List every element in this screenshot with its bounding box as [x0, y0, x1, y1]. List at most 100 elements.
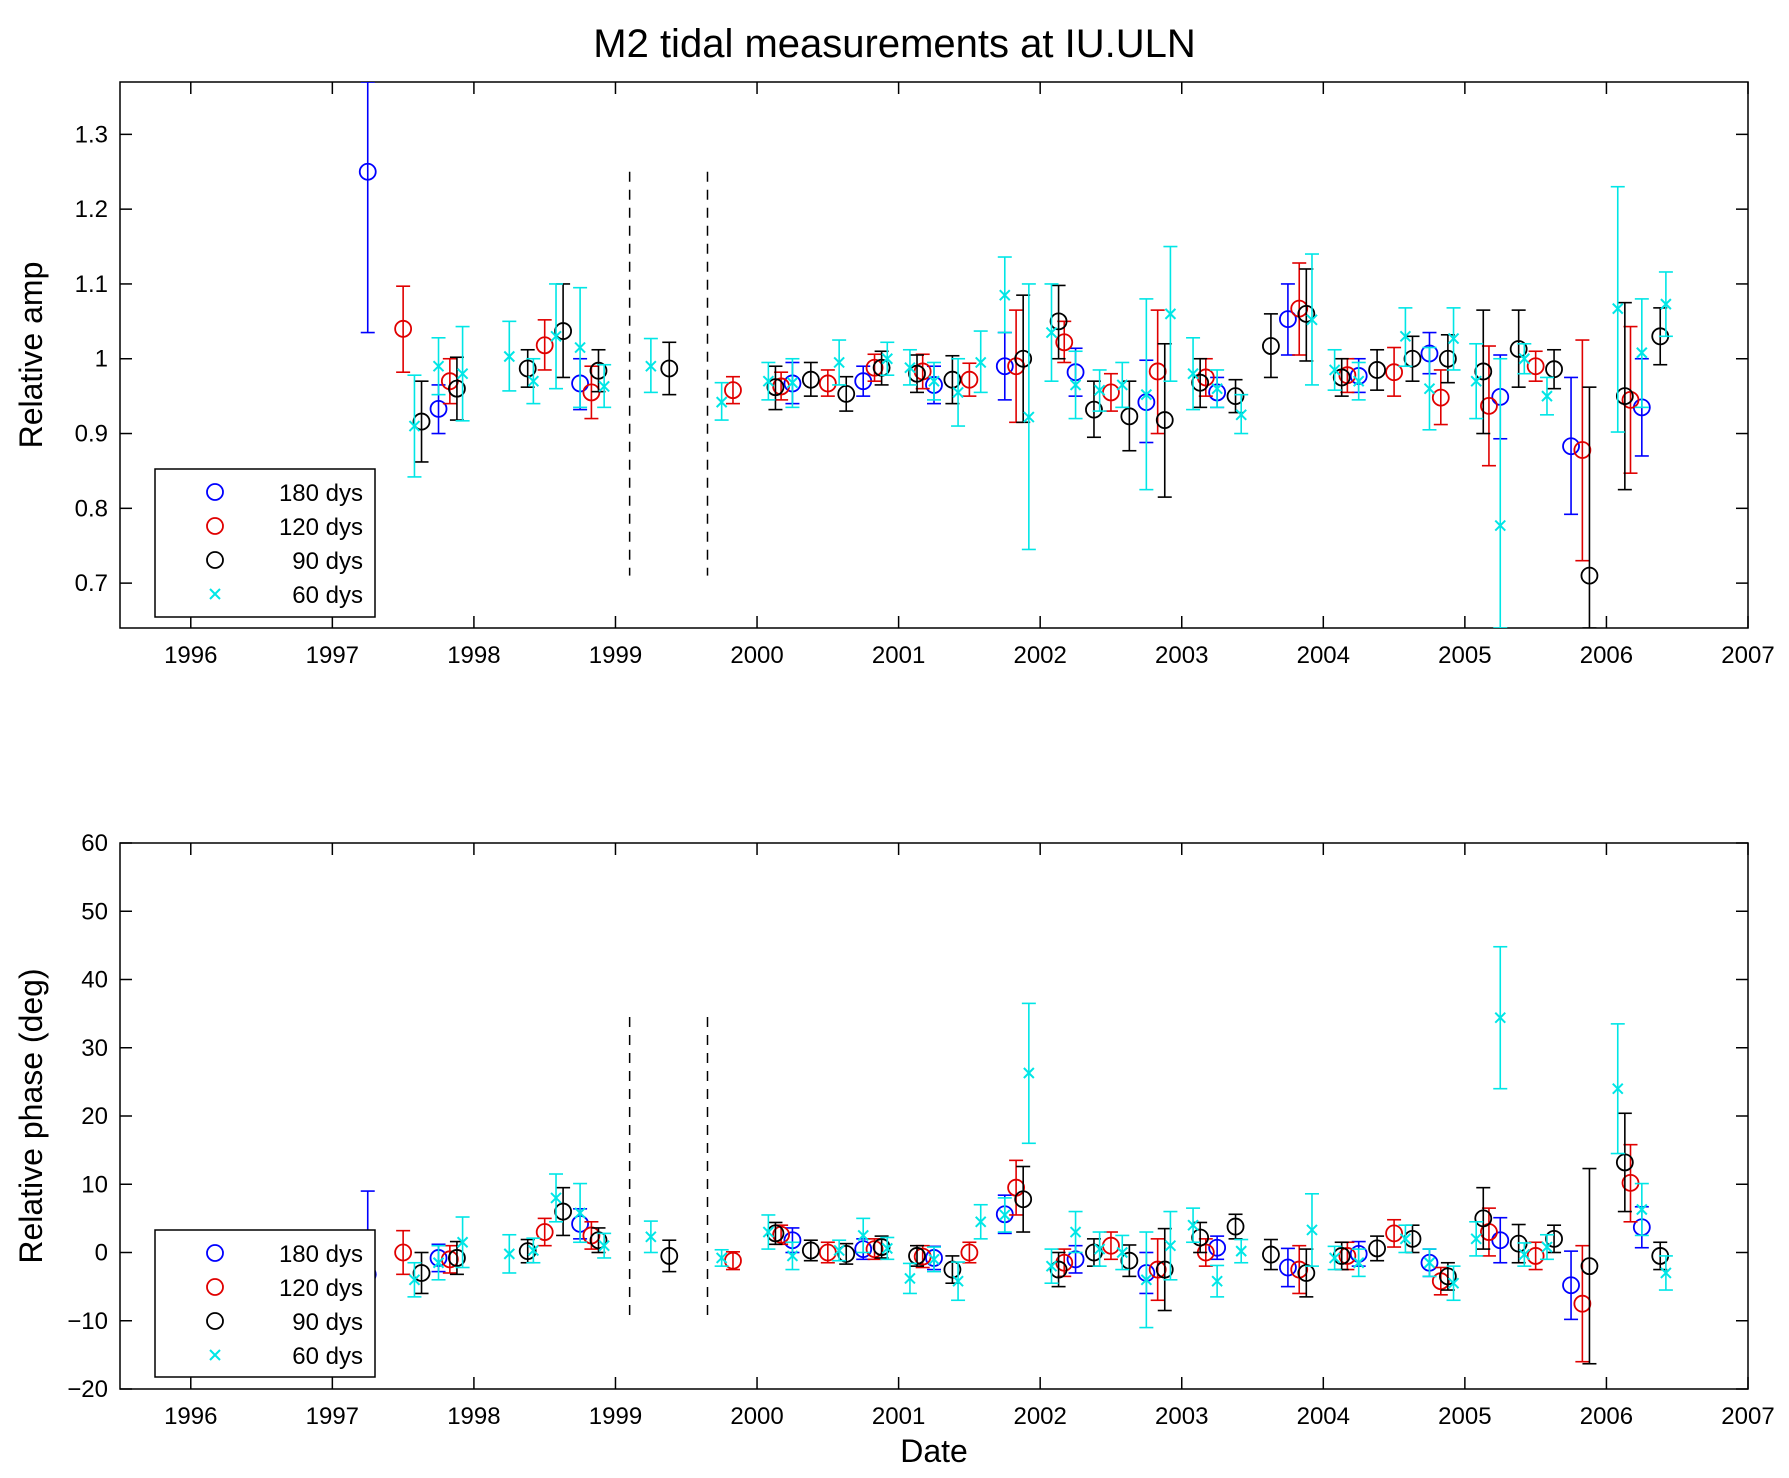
x-marker-stroke — [1494, 1012, 1506, 1024]
point-60-dys — [857, 1229, 869, 1242]
point-120-dys — [1526, 357, 1545, 376]
point-60-dys — [904, 1272, 916, 1285]
point-90-dys — [1580, 566, 1599, 585]
point-90-dys — [589, 1231, 608, 1250]
x-marker-stroke — [881, 1242, 893, 1255]
point-120-dys — [1385, 363, 1403, 382]
point-60-dys — [1069, 1226, 1082, 1238]
point-60-dys — [1093, 1243, 1106, 1255]
point-90-dys — [1049, 312, 1068, 331]
x-marker-stroke — [598, 380, 610, 393]
point-90-dys — [908, 1247, 926, 1265]
point-120-dys — [1480, 396, 1498, 415]
x-marker-stroke — [904, 1272, 916, 1285]
point-60-dys — [1494, 519, 1506, 532]
point-60-dys — [1352, 1257, 1365, 1269]
legend-marker-180-dys — [206, 1244, 224, 1262]
point-60-dys — [1045, 326, 1058, 339]
point-90-dys — [1191, 373, 1210, 392]
x-marker-stroke — [1306, 1224, 1318, 1236]
y-tick-label: 40 — [81, 967, 108, 994]
point-60-dys — [1211, 382, 1223, 395]
point-90-dys — [1226, 1217, 1245, 1236]
y-tick-label: −10 — [67, 1308, 108, 1335]
point-60-dys — [786, 1250, 799, 1262]
point-60-dys — [1447, 1277, 1460, 1289]
x-marker-stroke — [408, 1274, 421, 1286]
point-90-dys — [1120, 1251, 1139, 1270]
axes-box — [119, 81, 1749, 629]
x-marker-stroke — [1328, 364, 1341, 376]
point-90-dys — [1226, 387, 1245, 406]
point-90-dys — [448, 379, 466, 398]
legend-marker-120-dys — [206, 517, 224, 535]
point-60-dys — [1211, 1275, 1223, 1287]
point-90-dys — [1545, 1229, 1563, 1248]
x-tick-label: 2001 — [872, 1403, 925, 1430]
legend-label: 90 dys — [292, 1309, 363, 1336]
point-90-dys — [448, 1249, 466, 1267]
point-60-dys — [432, 360, 445, 372]
point-60-dys — [975, 356, 987, 369]
point-60-dys — [952, 386, 964, 399]
x-marker-stroke — [1470, 375, 1482, 387]
point-60-dys — [1636, 1203, 1648, 1216]
x-marker-stroke — [408, 420, 421, 432]
point-60-dys — [786, 376, 799, 389]
x-tick-label: 2003 — [1155, 1403, 1208, 1430]
y-tick-label: 50 — [81, 898, 108, 925]
x-marker-stroke — [1518, 353, 1531, 365]
point-60-dys — [645, 360, 657, 372]
x-marker-stroke — [1636, 1203, 1648, 1216]
y-tick-label: 1.1 — [75, 271, 108, 298]
x-marker-stroke — [1352, 375, 1365, 387]
x-marker-stroke — [786, 376, 799, 389]
x-marker-stroke — [1235, 1245, 1247, 1257]
x-tick-label: 1998 — [447, 1403, 500, 1430]
point-90-dys — [1262, 337, 1280, 355]
y-tick-label: 1.3 — [75, 121, 108, 148]
x-marker-stroke — [1306, 314, 1318, 326]
x-marker-stroke — [645, 1231, 657, 1243]
point-120-dys — [1148, 362, 1167, 381]
point-120-dys — [1573, 441, 1592, 459]
point-60-dys — [1187, 367, 1199, 380]
x-marker-stroke — [1116, 1246, 1128, 1259]
x-marker-stroke — [1023, 1067, 1035, 1079]
point-60-dys — [1352, 375, 1365, 387]
x-marker-stroke — [975, 356, 987, 369]
point-120-dys — [960, 370, 979, 389]
point-90-dys — [801, 1241, 820, 1260]
point-120-dys — [1573, 1294, 1592, 1313]
point-120-dys — [1526, 1247, 1545, 1265]
x-marker-stroke — [1164, 1239, 1177, 1252]
x-marker-stroke — [550, 1192, 562, 1204]
x-marker-stroke — [527, 375, 540, 387]
y-tick-label: 30 — [81, 1035, 108, 1062]
x-marker-stroke — [1423, 382, 1436, 395]
point-60-dys — [1328, 1252, 1341, 1264]
legend-label: 90 dys — [292, 548, 363, 575]
x-marker-stroke — [999, 1209, 1011, 1221]
point-90-dys — [660, 1247, 679, 1265]
point-90-dys — [1155, 411, 1174, 429]
legend-box — [154, 468, 376, 618]
x-marker-stroke — [1328, 1252, 1341, 1264]
point-60-dys — [1045, 1260, 1058, 1272]
point-120-dys — [724, 381, 742, 400]
x-tick-label: 2000 — [730, 1403, 783, 1430]
x-marker-stroke — [715, 1252, 728, 1264]
x-marker-stroke — [1447, 1277, 1460, 1289]
x-marker-stroke — [1518, 1248, 1531, 1261]
y-tick-label: 10 — [81, 1171, 108, 1198]
x-marker-stroke — [456, 367, 469, 380]
y-tick-label: 0.8 — [75, 495, 108, 522]
point-90-dys — [1332, 368, 1351, 387]
point-90-dys — [1438, 349, 1457, 368]
x-marker-stroke — [527, 1244, 540, 1257]
y-axis-label: Relative phase (deg) — [13, 968, 49, 1263]
x-marker-stroke — [503, 350, 516, 363]
legend-label: 120 dys — [279, 1275, 363, 1302]
point-60-dys — [1116, 1246, 1128, 1259]
